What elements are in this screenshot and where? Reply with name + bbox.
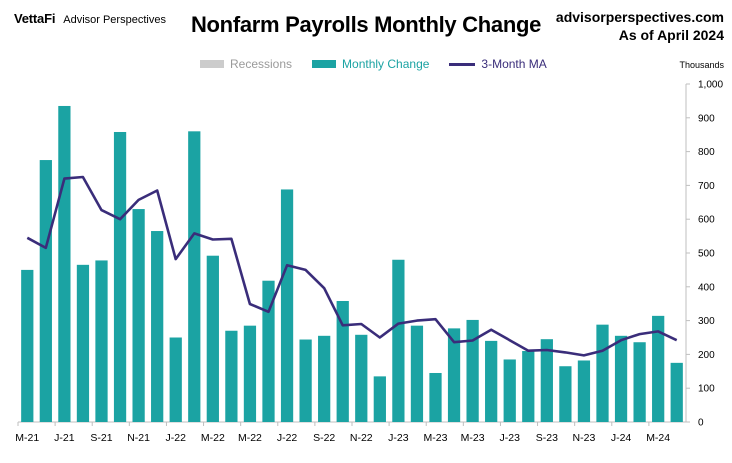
y-tick-label: 600	[698, 215, 715, 226]
bar-2023-09	[540, 339, 553, 422]
bar-2024-02	[633, 342, 646, 422]
y-tick-label: 400	[698, 282, 715, 293]
bar-2022-01	[169, 337, 182, 422]
bars-group	[21, 105, 683, 423]
bar-2021-08	[76, 264, 90, 422]
y-tick-label: 700	[698, 181, 715, 192]
y-tick-label: 500	[698, 249, 715, 260]
bar-2021-09	[95, 260, 108, 422]
bar-2022-02	[188, 131, 201, 422]
x-tick-label: J-21	[54, 432, 75, 444]
bar-2022-12	[373, 376, 386, 422]
x-tick-label: J-23	[388, 432, 409, 444]
bar-2023-10	[559, 366, 572, 422]
x-tick-label: N-23	[573, 432, 596, 444]
bar-2023-02	[410, 325, 424, 422]
x-tick-label: M-22	[201, 432, 225, 444]
bar-2022-10	[336, 300, 349, 422]
y-tick-label: 800	[698, 147, 715, 158]
brand: VettaFi Advisor Perspectives	[14, 11, 166, 26]
units-label: Thousands	[679, 60, 724, 70]
bar-2022-08	[299, 339, 312, 422]
chart-title: Nonfarm Payrolls Monthly Change	[190, 12, 542, 37]
x-tick-label: N-22	[350, 432, 373, 444]
x-tick-label: S-23	[536, 432, 558, 444]
x-tick-label: J-23	[500, 432, 521, 444]
bar-2023-07	[503, 359, 516, 422]
bar-2021-10	[113, 131, 127, 422]
x-axis-ticks: M-21 J-21 S-21 N-21 J-22 M-22 M-22 J-22 S-22 N-22…	[15, 422, 670, 444]
bar-2023-11	[577, 360, 591, 422]
legend-recessions: Recessions	[200, 57, 292, 71]
bar-2024-04	[670, 362, 683, 422]
y-axis-ticks: 0 100 200 300 400 500 600 700 800 900 1,000	[686, 80, 723, 429]
y-tick-label: 200	[698, 350, 715, 361]
legend-monthly-change: Monthly Change	[312, 57, 429, 71]
bar-2022-07	[280, 189, 294, 422]
bar-2021-12	[151, 231, 164, 422]
bar-2023-01	[392, 259, 405, 422]
bar-2023-03	[429, 372, 442, 422]
bar-2022-09	[318, 335, 331, 422]
x-tick-label: S-21	[90, 432, 112, 444]
x-tick-label: J-22	[277, 432, 298, 444]
x-tick-label: J-22	[166, 432, 187, 444]
legend-3-month-ma: 3-Month MA	[449, 57, 547, 71]
x-tick-label: N-21	[127, 432, 150, 444]
monthly-change-swatch	[312, 60, 337, 68]
x-tick-label: M-22	[238, 432, 262, 444]
bar-2023-06	[485, 340, 498, 422]
y-tick-label: 0	[698, 418, 704, 429]
x-tick-label: J-24	[611, 432, 632, 444]
x-tick-label: S-22	[313, 432, 335, 444]
bar-2021-07	[58, 105, 71, 422]
bar-2023-12	[596, 324, 609, 422]
ma-line-group	[26, 175, 678, 357]
bar-2022-05	[243, 325, 257, 422]
vettafi-logo: VettaFi	[14, 11, 56, 26]
recession-swatch	[200, 60, 224, 68]
bar-2024-03	[652, 315, 665, 422]
y-tick-label: 300	[698, 316, 715, 327]
bar-2024-01	[614, 335, 628, 422]
bar-2022-06	[262, 280, 275, 422]
bar-2022-11	[355, 334, 368, 422]
x-tick-label: M-23	[424, 432, 448, 444]
x-tick-label: M-24	[646, 432, 670, 444]
brand-name: Advisor Perspectives	[63, 14, 166, 26]
bar-2023-08	[522, 351, 535, 422]
bar-2022-04	[225, 330, 238, 422]
x-tick-label: M-23	[461, 432, 485, 444]
bar-2023-05	[466, 319, 479, 422]
ma-series-line	[26, 175, 678, 357]
bar-2021-05	[21, 269, 34, 422]
x-tick-label: M-21	[15, 432, 39, 444]
source-block: advisorperspectives.com As of April 2024	[556, 8, 724, 44]
ma-swatch	[449, 62, 476, 66]
as-of-date: As of April 2024	[618, 27, 724, 43]
bar-2021-11	[132, 209, 145, 422]
source-site: advisorperspectives.com	[555, 9, 724, 25]
legend: Recessions Monthly Change 3-Month MA	[200, 57, 567, 71]
y-tick-label: 900	[698, 113, 715, 124]
bar-2021-06	[39, 160, 52, 423]
legend-monthly-change-label: Monthly Change	[342, 57, 430, 71]
y-tick-label: 100	[698, 384, 715, 395]
legend-3-month-ma-label: 3-Month MA	[481, 57, 547, 71]
bar-2023-04	[447, 328, 461, 422]
y-tick-label: 1,000	[698, 80, 723, 91]
bar-2022-03	[206, 255, 219, 422]
legend-recessions-label: Recessions	[230, 57, 293, 71]
